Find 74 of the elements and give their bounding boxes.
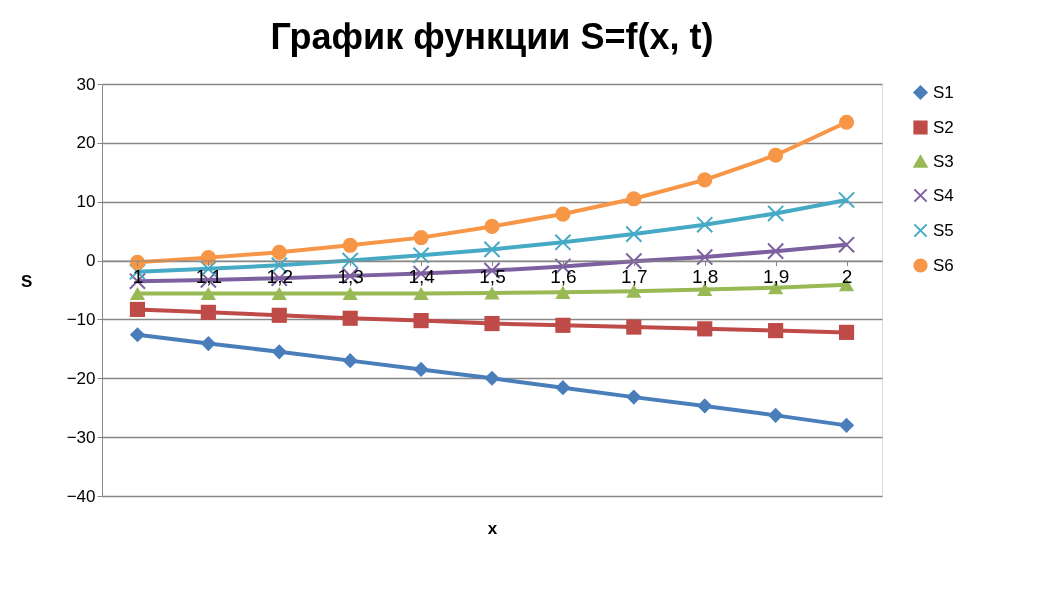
point: [413, 361, 429, 378]
x-tick-label: 1,4: [408, 266, 436, 288]
point: [555, 317, 571, 333]
point: [626, 389, 642, 405]
point: [838, 417, 855, 433]
point: [555, 285, 571, 299]
legend-label: S2: [933, 117, 954, 137]
point: [697, 321, 713, 337]
point: [342, 310, 358, 326]
y-axis-title: S: [20, 271, 33, 291]
point: [767, 242, 785, 260]
point: [484, 315, 500, 332]
point: [484, 218, 500, 234]
point: [271, 307, 287, 323]
point: [767, 204, 785, 223]
point: [768, 323, 784, 339]
x-tick-label: 1,2: [266, 266, 293, 288]
y-tick-label: 20: [76, 133, 96, 153]
chart-title: График функции S=f(x, t): [270, 16, 714, 57]
point: [697, 398, 713, 414]
point: [129, 301, 146, 318]
point: [768, 407, 784, 423]
point: [484, 286, 500, 300]
y-tick-label: 10: [76, 192, 96, 212]
point: [129, 327, 146, 343]
point: [697, 172, 713, 188]
point: [625, 252, 643, 270]
point: [768, 147, 784, 163]
point: [271, 286, 287, 301]
point: [837, 191, 856, 209]
point: [342, 353, 358, 369]
point: [413, 286, 429, 301]
legend-label: S1: [933, 82, 954, 102]
point: [413, 313, 429, 329]
point: [271, 344, 287, 360]
point: [696, 216, 714, 234]
point: [838, 324, 855, 340]
x-tick-label: 1,7: [621, 266, 648, 288]
legend-label: S4: [933, 185, 954, 205]
point: [483, 240, 501, 258]
x-tick-label: 2: [841, 266, 853, 288]
x-tick-label: 1,8: [692, 266, 719, 288]
y-tick-label: −40: [66, 486, 96, 506]
point: [412, 246, 430, 264]
point: [838, 114, 855, 130]
point: [342, 237, 358, 253]
y-tick-label: −20: [66, 368, 96, 388]
point: [626, 319, 642, 335]
point: [200, 335, 216, 352]
y-tick-label: 0: [86, 251, 96, 271]
point: [696, 248, 714, 266]
x-tick-label: 1,9: [762, 266, 790, 288]
point: [200, 304, 216, 320]
x-axis-title: x: [487, 518, 498, 538]
x-tick-label: 1,6: [550, 266, 577, 288]
legend-label: S5: [933, 220, 954, 240]
point: [484, 370, 500, 386]
point: [341, 251, 359, 270]
y-tick-label: 30: [76, 74, 96, 94]
y-tick-label: −10: [66, 309, 96, 329]
point: [129, 286, 146, 301]
point: [342, 286, 358, 301]
point: [413, 230, 429, 246]
point: [554, 233, 572, 251]
point: [625, 225, 643, 243]
legend-label: S6: [933, 255, 954, 275]
point: [626, 191, 642, 207]
legend-label: S3: [933, 151, 954, 171]
point: [837, 236, 856, 254]
y-tick-label: −30: [66, 427, 96, 447]
point: [271, 244, 287, 260]
point: [555, 206, 571, 222]
point: [555, 380, 571, 396]
point: [200, 286, 216, 301]
